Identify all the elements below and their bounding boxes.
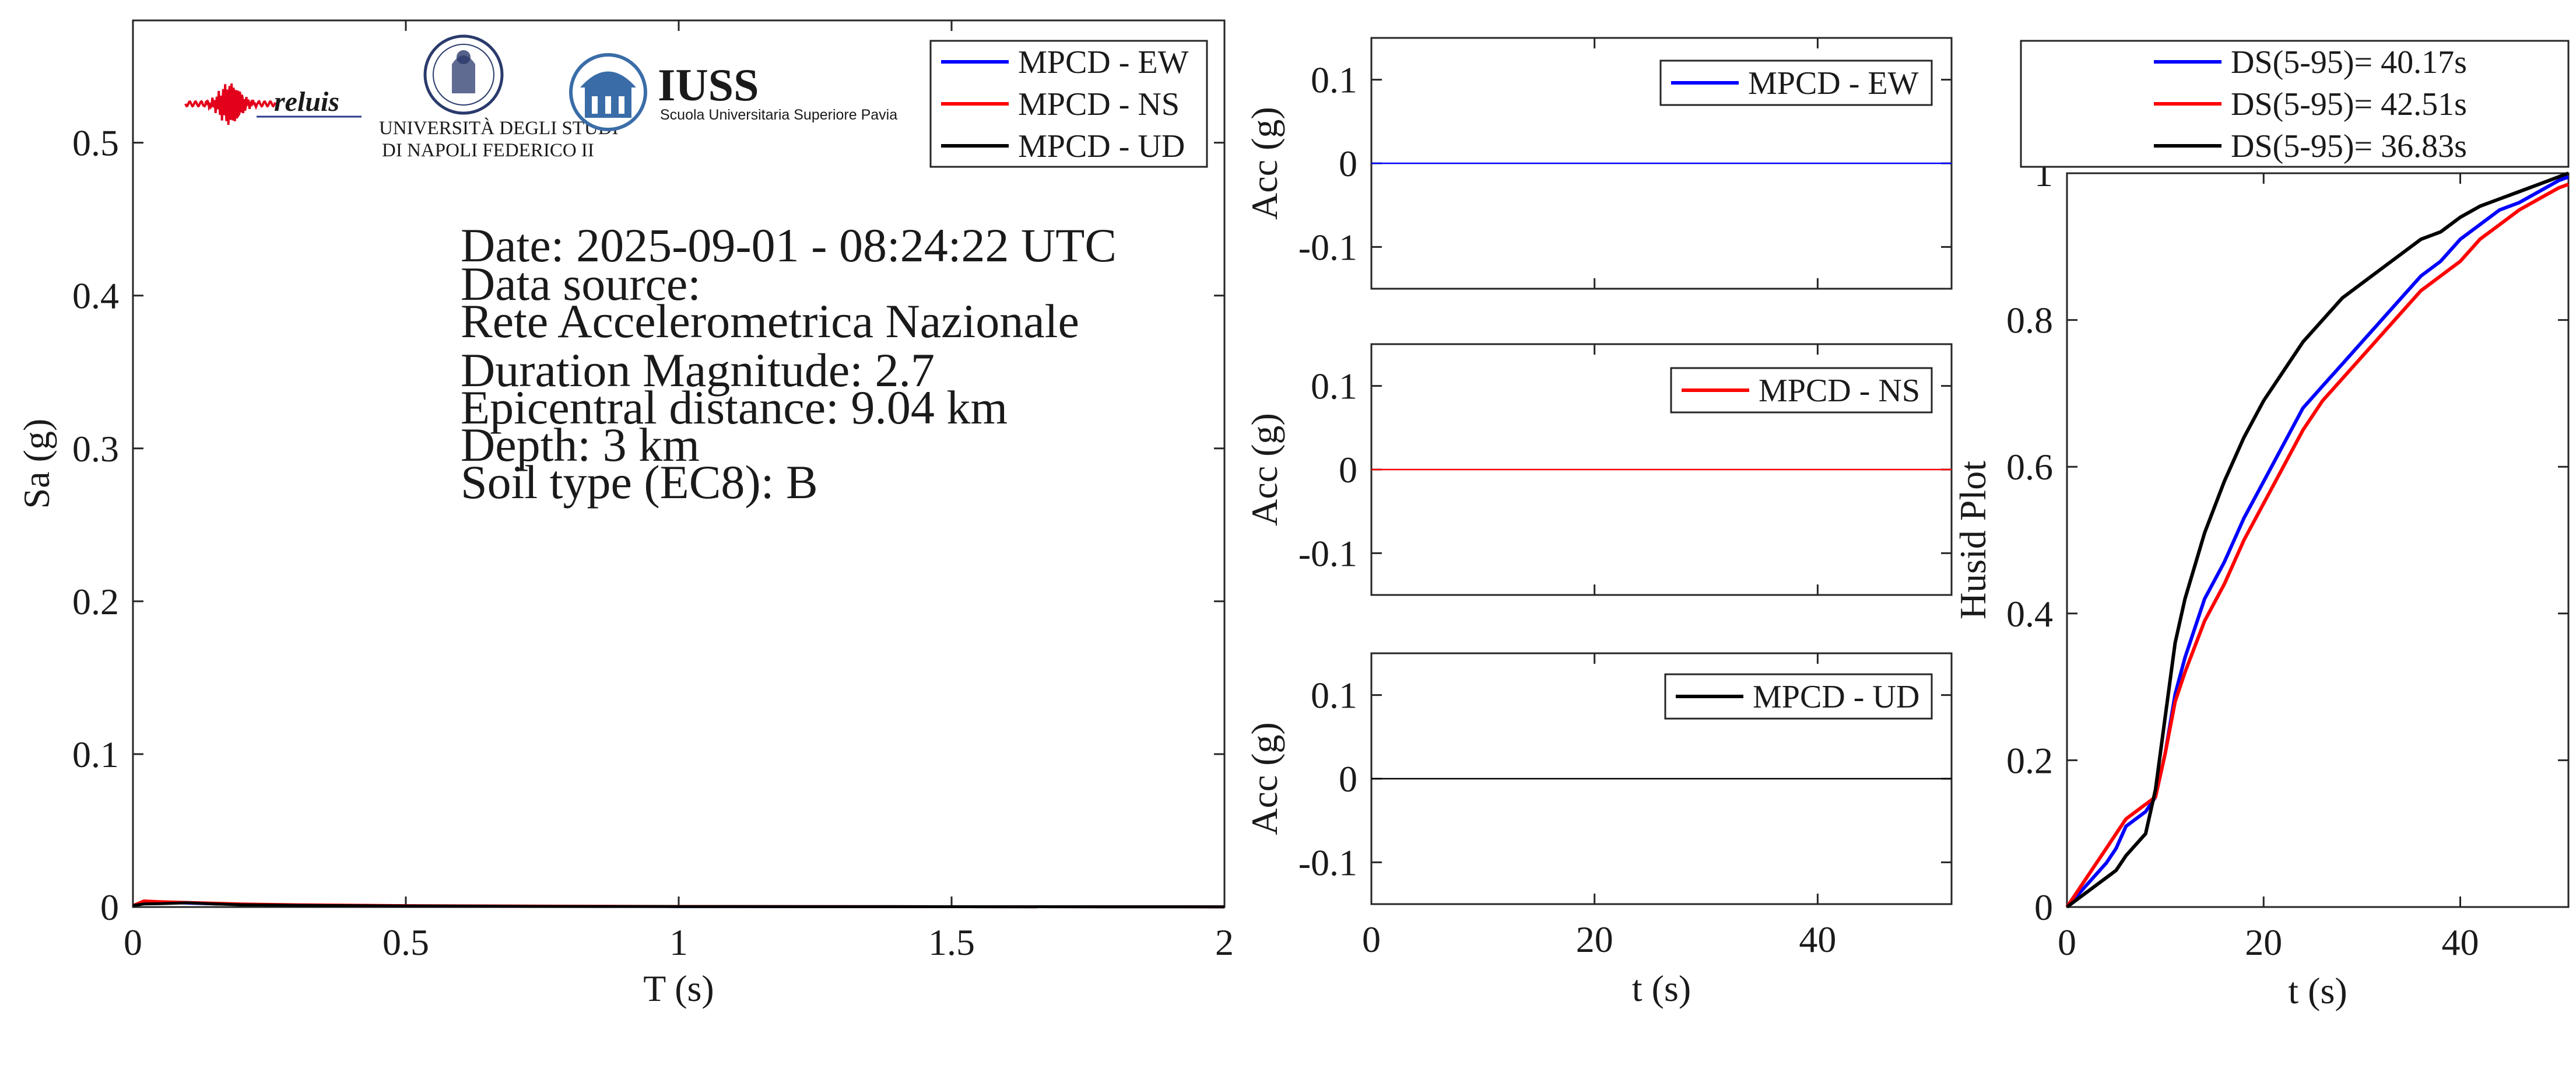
reluis-wordmark: reluis [274,86,339,117]
x-tick-label: 40 [1799,919,1836,960]
x-tick-label: 2 [1215,922,1234,963]
x-tick-label: 0 [2058,922,2076,963]
x-tick-label: 40 [2442,922,2479,963]
acc-ns-panel: 0.1 0 -0.1 Acc (g) MPCD - NS [1244,343,1953,596]
legend-label-mpcd-ud: MPCD - UD [1753,679,1919,715]
legend-label-mpcd-ud: MPCD - UD [1018,128,1185,164]
info-source-label: Data source: [461,257,701,310]
series-line-ds-5-95-36-83s [2066,171,2570,909]
iuss-subtitle: Scuola Universitaria Superiore Pavia [660,107,897,123]
husid-axes-box [2066,172,2570,908]
y-tick-label: 0.1 [1311,675,1357,716]
y-tick-label: 0.5 [72,122,119,164]
y-axis-label: Acc (g) [1244,722,1285,835]
y-tick-label: 0 [1339,758,1357,800]
info-soil: Soil type (EC8): B [461,456,818,509]
event-info: Date: 2025-09-01 - 08:24:22 UTC Data sou… [461,219,1117,509]
y-tick-label: 0 [1339,449,1357,491]
legend-label-mpcd-ew: MPCD - EW [1018,44,1189,80]
x-tick-label: 1 [669,922,688,963]
y-axis-label: Husid Plot [1952,461,1994,619]
x-tick-label: 20 [2245,922,2282,963]
legend-box [2020,40,2570,168]
spectrum-axes-box [132,19,1226,908]
spectrum-panel: 0 0.1 0.2 0.3 0.4 0.5 0 0.5 1 1.5 2 Sa (g) T (s) MPCD… [16,19,1234,1009]
legend-label-mpcd-ew: MPCD - EW [1748,65,1919,101]
info-date: Date: 2025-09-01 - 08:24:22 UTC [461,219,1117,272]
y-tick-label: 0.1 [1311,59,1357,101]
reluis-logo: reluis [184,83,362,125]
legend-label-ds-5-95-40-17s: DS(5-95)= 40.17s [2231,44,2467,80]
legend-label-mpcd-ns: MPCD - NS [1018,86,1180,122]
y-tick-label: 0.3 [72,428,119,470]
y-tick-label: 0.1 [72,734,119,775]
y-axis-label: Acc (g) [1244,413,1285,526]
y-tick-label: 0.6 [2006,446,2053,488]
y-axis-label: Acc (g) [1244,107,1285,220]
info-magnitude: Duration Magnitude: 2.7 [461,344,935,397]
x-tick-label: 0 [124,922,142,963]
series-line-ds-5-95-42-51s [2065,183,2570,908]
iuss-wordmark: IUSS [658,59,759,110]
y-tick-label: 0.2 [2006,740,2053,781]
x-tick-label: 20 [1576,919,1613,960]
x-tick-label: 1.5 [928,922,975,963]
series-line-mpcd-ud [132,901,1225,909]
x-tick-label: 0.5 [382,922,429,963]
y-tick-label: 0 [2034,887,2053,928]
y-tick-label: 0 [1339,143,1357,184]
series-line-ds-5-95-40-17s [2065,175,2570,908]
unina-line-2: DI NAPOLI FEDERICO II [382,140,594,161]
info-depth: Depth: 3 km [461,418,700,471]
y-axis-label: Sa (g) [16,419,57,509]
y-tick-label: -0.1 [1298,226,1357,268]
legend-label-mpcd-ns: MPCD - NS [1759,373,1920,409]
y-tick-label: 0.4 [2006,593,2053,635]
x-axis-label: T (s) [643,968,714,1009]
y-tick-label: 0.8 [2006,300,2053,341]
y-tick-label: -0.1 [1298,842,1357,883]
legend-label-ds-5-95-42-51s: DS(5-95)= 42.51s [2231,86,2467,122]
y-tick-label: 0 [100,887,119,928]
acc-ew-panel: 0.1 0 -0.1 Acc (g) MPCD - EW [1244,37,1953,290]
iuss-logo: IUSS Scuola Universitaria Superiore Pavi… [569,53,897,131]
y-tick-label: 0.1 [1311,366,1357,407]
y-tick-label: 0.2 [72,581,119,622]
unina-logo: UNIVERSITÀ DEGLI STUDI DI NAPOLI FEDERIC… [379,34,619,161]
info-distance: Epicentral distance: 9.04 km [461,381,1008,434]
y-tick-label: -0.1 [1298,533,1357,574]
legend-label-ds-5-95-36-83s: DS(5-95)= 36.83s [2231,128,2467,164]
y-tick-label: 0.4 [72,275,119,317]
x-axis-label: t (s) [2288,970,2347,1011]
x-axis-label: t (s) [1632,968,1691,1009]
info-source-name: Rete Accelerometrica Nazionale [461,295,1079,348]
x-tick-label: 0 [1362,919,1381,960]
unina-line-1: UNIVERSITÀ DEGLI STUDI [379,117,619,139]
reluis-waveform [184,83,276,125]
